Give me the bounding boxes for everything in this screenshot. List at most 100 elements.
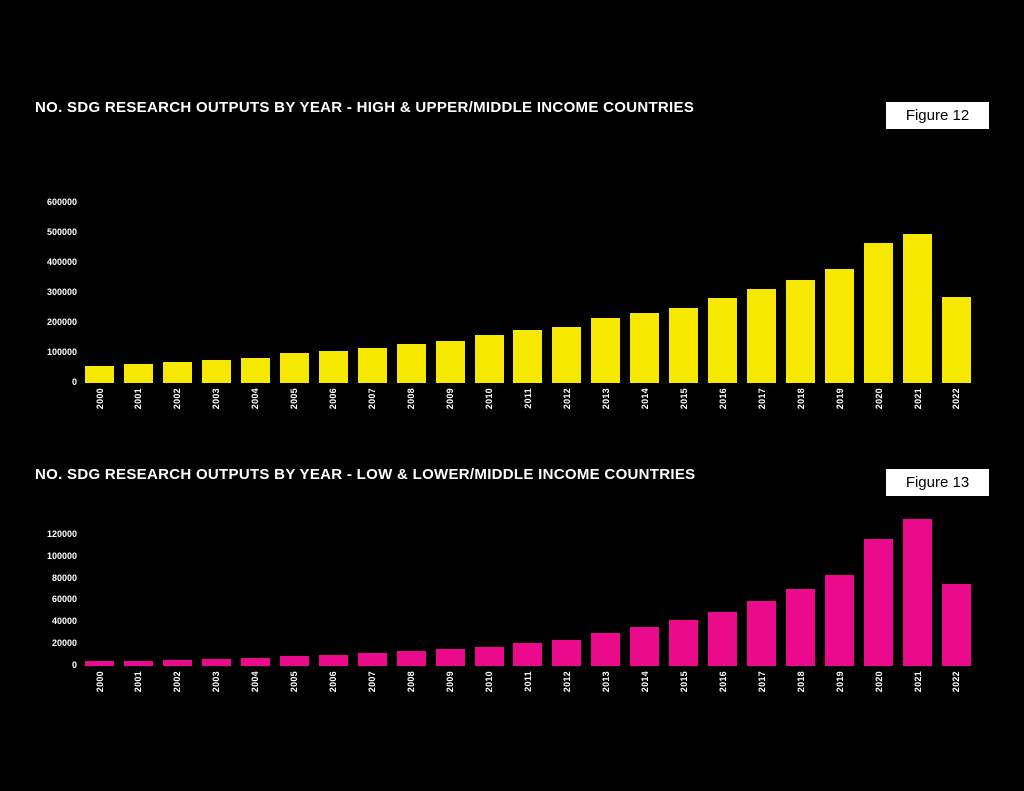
bar-2020 — [864, 243, 894, 383]
bar-2009 — [435, 341, 465, 383]
x-tick-label-text: 2010 — [484, 671, 495, 693]
y-tick-label-400000: 400000 — [46, 257, 77, 267]
y-tick-label-60000: 60000 — [51, 594, 77, 605]
x-tick-label-text: 2015 — [678, 671, 689, 693]
x-tick-label-text: 2001 — [133, 388, 144, 410]
chart2-figure-badge: Figure 13 — [886, 469, 989, 496]
x-tick-label-2019: 2019 — [825, 671, 854, 707]
x-tick-label-text: 2020 — [873, 388, 884, 410]
x-tick-label-text: 2009 — [445, 671, 456, 693]
x-tick-label-text: 2016 — [717, 388, 728, 410]
x-tick-label-2009: 2009 — [436, 388, 465, 424]
bar-2005 — [279, 353, 309, 383]
bar-2007 — [357, 653, 387, 666]
x-tick-label-2018: 2018 — [786, 671, 815, 707]
x-tick-label-2020: 2020 — [864, 671, 893, 707]
x-tick-label-2021: 2021 — [903, 388, 932, 424]
bar-2022 — [941, 297, 971, 383]
bar-2007 — [357, 348, 387, 383]
x-tick-label-2016: 2016 — [708, 671, 737, 707]
x-tick-label-2018: 2018 — [786, 388, 815, 424]
x-tick-label-2013: 2013 — [591, 388, 620, 424]
x-tick-label-text: 2022 — [951, 671, 962, 693]
y-tick-label-80000: 80000 — [51, 572, 77, 583]
bar-2018 — [786, 589, 816, 666]
chart1-plot-area — [85, 197, 971, 383]
bar-2000 — [85, 661, 114, 666]
bar-2016 — [708, 612, 738, 666]
bar-2009 — [435, 649, 465, 666]
bar-2006 — [318, 655, 348, 666]
bar-2004 — [240, 358, 270, 383]
x-tick-label-2005: 2005 — [280, 388, 309, 424]
x-tick-label-2015: 2015 — [669, 388, 698, 424]
y-tick-label-200000: 200000 — [46, 317, 77, 327]
bar-2001 — [123, 364, 153, 383]
x-tick-label-2004: 2004 — [241, 388, 270, 424]
x-tick-label-text: 2014 — [639, 388, 650, 410]
bar-2006 — [318, 351, 348, 383]
x-tick-label-2001: 2001 — [124, 671, 153, 707]
x-tick-label-text: 2005 — [289, 388, 300, 410]
x-tick-label-text: 2004 — [250, 671, 261, 693]
x-tick-label-text: 2004 — [250, 388, 261, 410]
x-tick-label-text: 2000 — [94, 671, 105, 693]
x-tick-label-text: 2014 — [639, 671, 650, 693]
x-tick-label-2012: 2012 — [552, 671, 581, 707]
x-tick-label-text: 2019 — [834, 671, 845, 693]
y-tick-label-20000: 20000 — [51, 638, 77, 649]
x-tick-label-text: 2003 — [211, 388, 222, 410]
x-tick-label-2003: 2003 — [202, 388, 231, 424]
x-tick-label-2014: 2014 — [630, 388, 659, 424]
bar-2004 — [240, 658, 270, 666]
bar-2002 — [162, 362, 192, 383]
x-tick-label-text: 2002 — [172, 671, 183, 693]
bar-2014 — [630, 313, 660, 383]
x-tick-label-text: 2019 — [834, 388, 845, 410]
bar-2001 — [123, 661, 153, 666]
x-tick-label-2013: 2013 — [591, 671, 620, 707]
y-tick-label-100000: 100000 — [46, 550, 77, 561]
x-tick-label-2006: 2006 — [319, 388, 348, 424]
x-tick-label-text: 2011 — [522, 671, 533, 692]
bar-2015 — [669, 308, 699, 383]
x-tick-label-text: 2011 — [522, 388, 533, 409]
x-tick-label-text: 2021 — [912, 671, 923, 693]
x-tick-label-2021: 2021 — [903, 671, 932, 707]
x-tick-label-text: 2015 — [678, 388, 689, 410]
x-tick-label-2011: 2011 — [513, 671, 542, 707]
x-tick-label-2016: 2016 — [708, 388, 737, 424]
bar-2008 — [396, 651, 426, 666]
x-tick-label-text: 2013 — [600, 671, 611, 693]
x-tick-label-text: 2022 — [951, 388, 962, 410]
x-tick-label-text: 2017 — [756, 388, 767, 410]
x-tick-label-text: 2006 — [328, 388, 339, 410]
x-tick-label-text: 2007 — [367, 671, 378, 693]
x-tick-label-2007: 2007 — [358, 388, 387, 424]
x-tick-label-text: 2003 — [211, 671, 222, 693]
x-tick-label-2006: 2006 — [319, 671, 348, 707]
y-tick-label-500000: 500000 — [46, 227, 77, 237]
chart1-figure-badge: Figure 12 — [886, 102, 989, 129]
bar-2021 — [903, 234, 933, 383]
x-tick-label-text: 2008 — [406, 671, 417, 693]
chart2-y-axis: 0 20000 40000 60000 80000 100000 120000 — [28, 514, 77, 670]
bar-2021 — [903, 519, 933, 666]
bar-2019 — [825, 269, 855, 383]
x-tick-label-2009: 2009 — [436, 671, 465, 707]
x-tick-label-2002: 2002 — [163, 671, 192, 707]
x-tick-label-text: 2010 — [484, 388, 495, 410]
bar-2022 — [941, 584, 971, 666]
bar-2010 — [474, 335, 504, 383]
x-tick-label-2022: 2022 — [942, 671, 971, 707]
chart1-title: NO. SDG RESEARCH OUTPUTS BY YEAR - HIGH … — [35, 99, 695, 116]
x-tick-label-2022: 2022 — [942, 388, 971, 424]
bar-2020 — [864, 539, 894, 666]
bar-2013 — [591, 633, 621, 666]
x-tick-label-2002: 2002 — [163, 388, 192, 424]
bar-2013 — [591, 318, 621, 383]
chart2-title: NO. SDG RESEARCH OUTPUTS BY YEAR - LOW &… — [35, 466, 696, 483]
x-tick-label-2012: 2012 — [552, 388, 581, 424]
x-tick-label-text: 2006 — [328, 671, 339, 693]
